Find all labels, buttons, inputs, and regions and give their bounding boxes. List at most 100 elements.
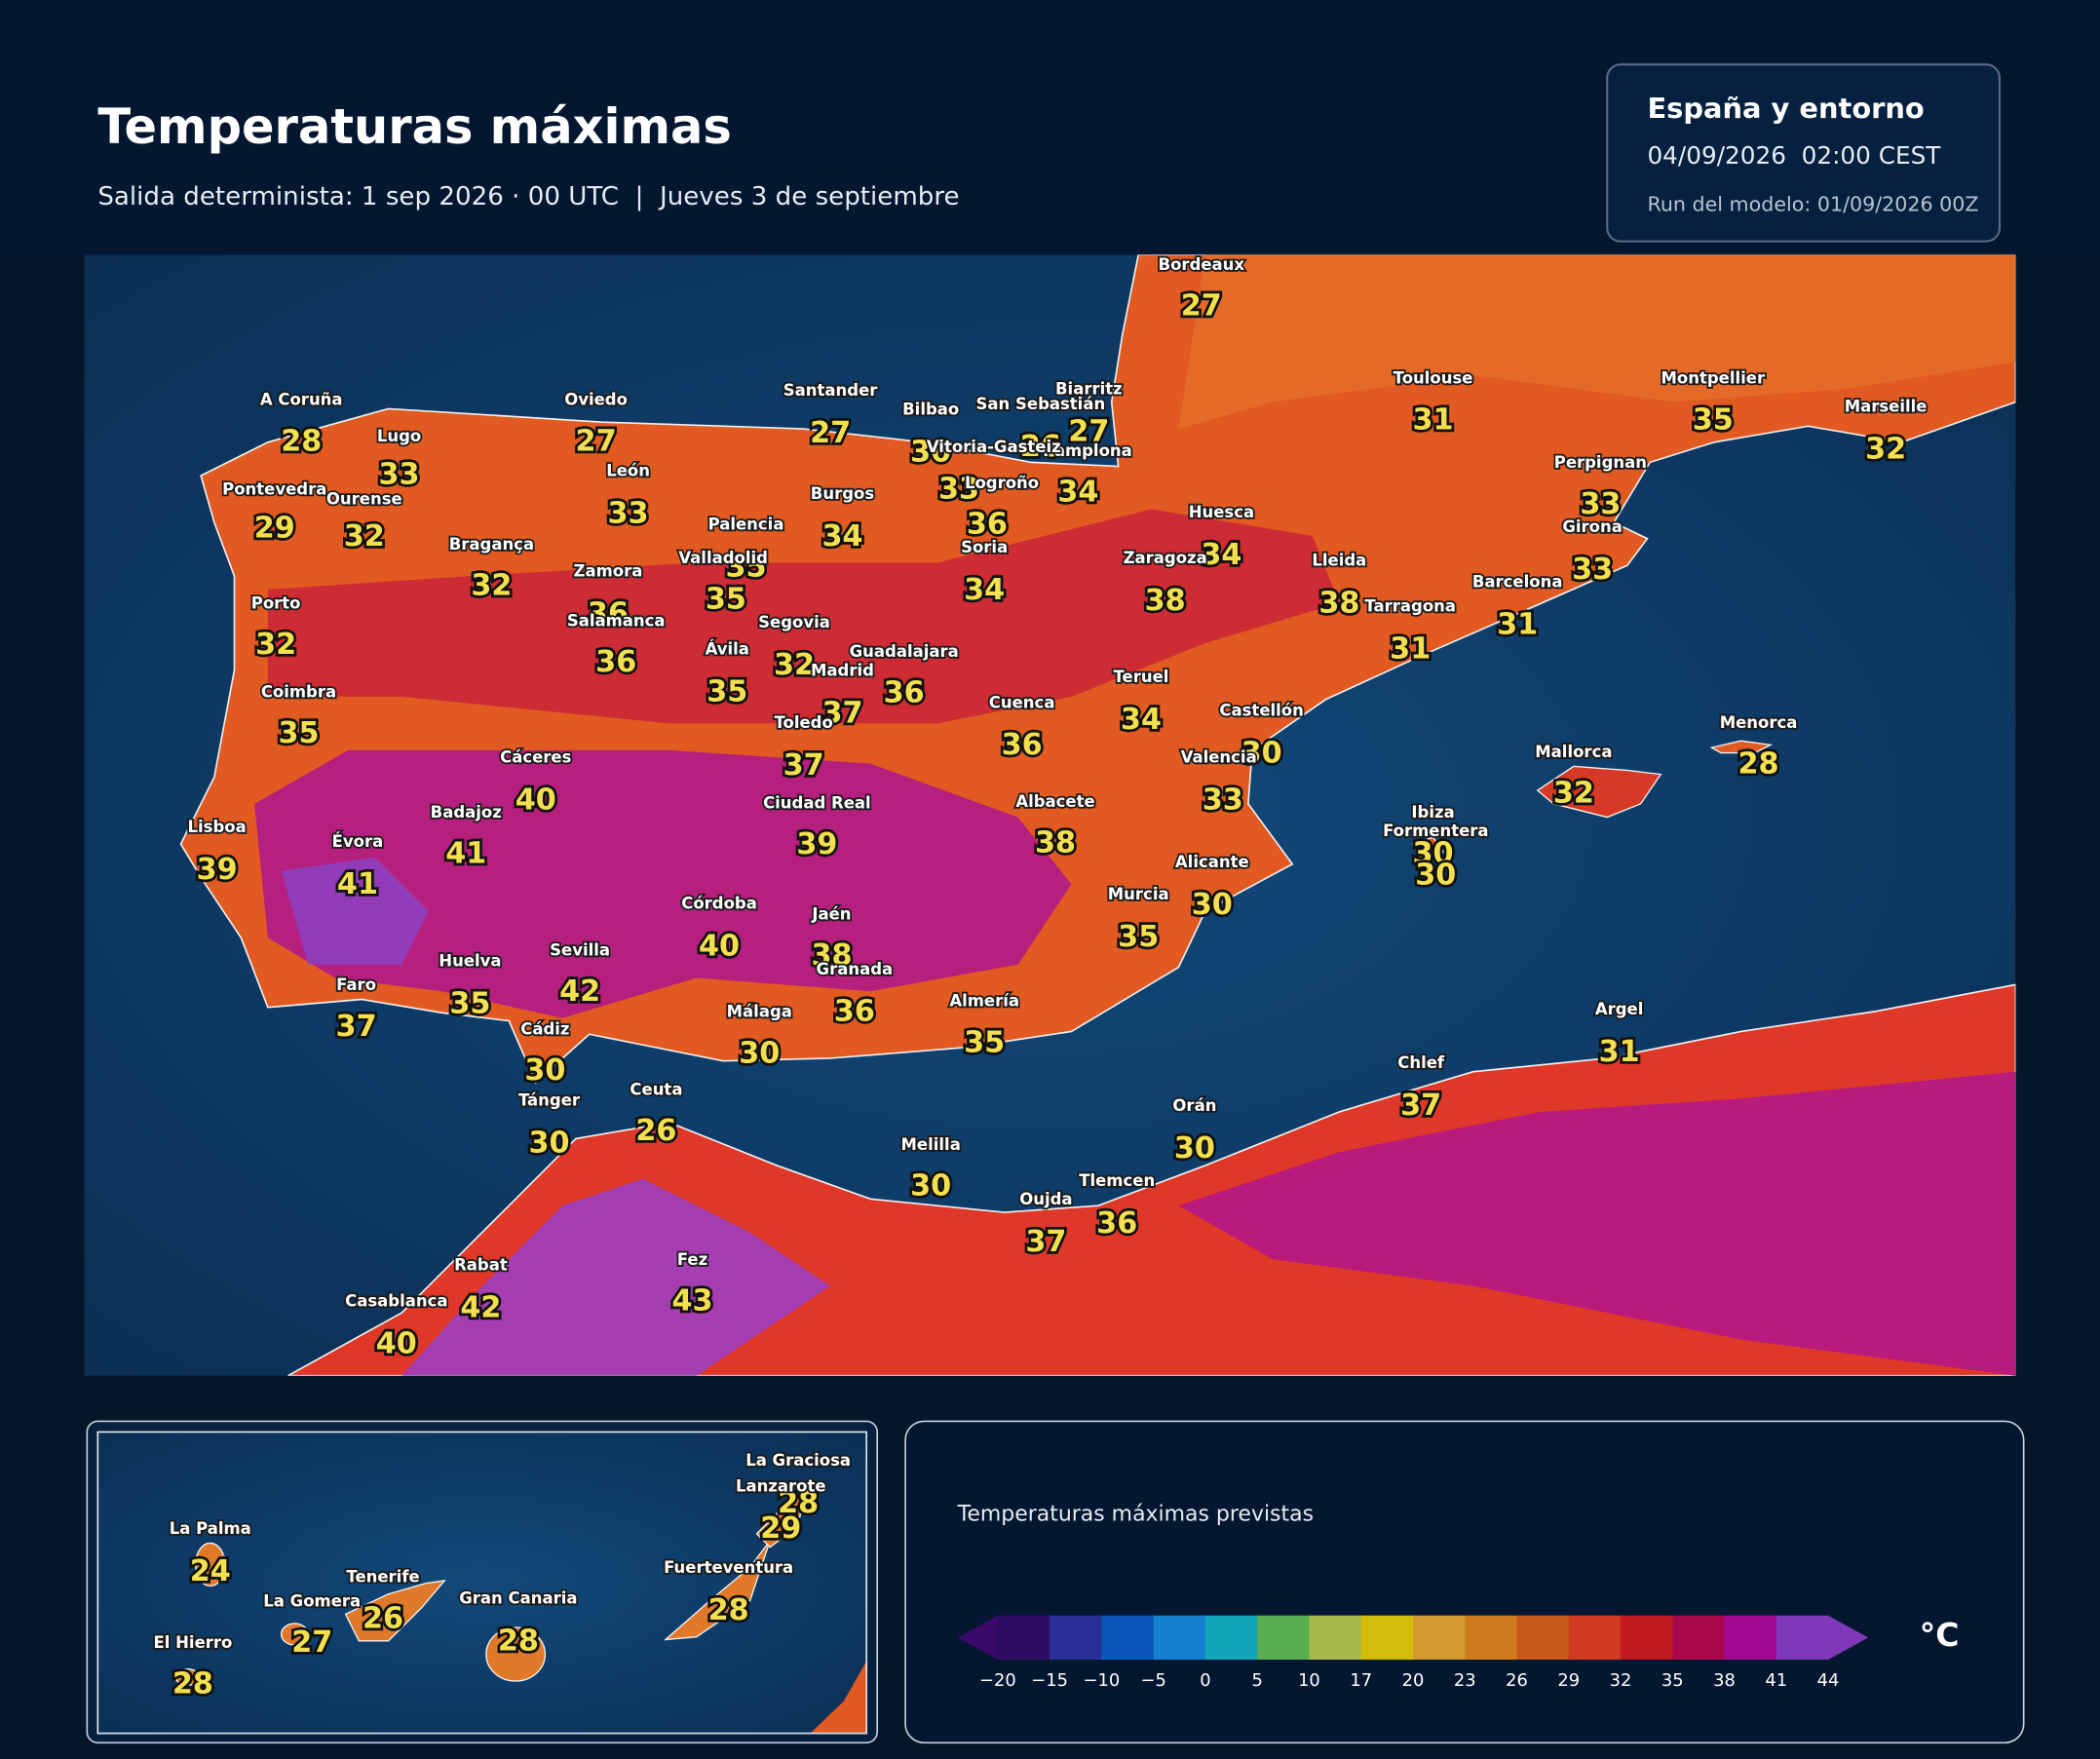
colorbar-tick-label: −10 bbox=[1084, 1670, 1121, 1691]
city-name: Cuenca bbox=[989, 693, 1055, 711]
city-value: 27 bbox=[1181, 288, 1222, 323]
colorbar-segment bbox=[1309, 1615, 1362, 1661]
city-name: Cádiz bbox=[520, 1020, 569, 1039]
city-value: 32 bbox=[255, 628, 296, 662]
colorbar-tick-label: −5 bbox=[1141, 1670, 1166, 1691]
title: Temperaturas máximas bbox=[97, 98, 732, 155]
city-name: Jaén bbox=[811, 904, 851, 923]
colorbar-tick-label: 17 bbox=[1350, 1670, 1372, 1691]
island-name: La Palma bbox=[170, 1519, 251, 1538]
city-value: 35 bbox=[1693, 402, 1734, 437]
colorbar-tick-label: 0 bbox=[1200, 1670, 1210, 1691]
city-value: 33 bbox=[938, 473, 979, 507]
city-value: 30 bbox=[1192, 888, 1233, 922]
island-tenerife bbox=[344, 1580, 446, 1642]
island-la-palma bbox=[194, 1542, 226, 1587]
city-value: 36 bbox=[967, 507, 1008, 541]
subtitle: Salida determinista: 1 sep 2026 · 00 UTC… bbox=[97, 182, 959, 211]
city-value: 30 bbox=[739, 1036, 780, 1070]
land-hot-band bbox=[267, 509, 1340, 724]
colorbar-tick-label: 10 bbox=[1298, 1670, 1320, 1691]
city-value: 36 bbox=[1002, 728, 1043, 762]
city-value: 35 bbox=[278, 716, 319, 750]
city-name: Barcelona bbox=[1472, 573, 1563, 592]
city-name: Oujda bbox=[1019, 1190, 1072, 1208]
colorbar-tick-label: 20 bbox=[1402, 1670, 1425, 1691]
island-value: 26 bbox=[363, 1601, 403, 1635]
city-value: 37 bbox=[1025, 1225, 1066, 1259]
city-name: Tánger bbox=[518, 1090, 581, 1109]
city-name: Montpellier bbox=[1661, 369, 1766, 388]
info-model-run: Run del modelo: 01/09/2026 00Z bbox=[1647, 193, 1978, 216]
city-value: 33 bbox=[379, 458, 420, 492]
city-name: León bbox=[606, 462, 650, 480]
info-box bbox=[1606, 63, 2001, 243]
city-value: 40 bbox=[376, 1327, 417, 1361]
city-value: 38 bbox=[1318, 587, 1359, 621]
city-value: 34 bbox=[964, 573, 1005, 607]
city-value: 36 bbox=[884, 676, 925, 710]
land-algeria-very-hot bbox=[1178, 1071, 2016, 1376]
city-name: Sevilla bbox=[550, 941, 610, 960]
city-value: 31 bbox=[1599, 1035, 1640, 1069]
island-value: 29 bbox=[760, 1511, 801, 1546]
city-value: 28 bbox=[281, 424, 322, 458]
city-name: Lugo bbox=[377, 427, 421, 445]
city-value: 27 bbox=[810, 416, 851, 450]
colorbar-segment bbox=[1775, 1615, 1829, 1661]
city-value: 32 bbox=[1553, 777, 1594, 811]
city-name: Cáceres bbox=[500, 748, 571, 767]
city-value: 30 bbox=[910, 1168, 951, 1203]
city-value: 37 bbox=[783, 748, 824, 783]
colorbar-segment bbox=[1204, 1615, 1258, 1661]
city-value: 37 bbox=[821, 696, 862, 730]
island-value: 28 bbox=[708, 1593, 749, 1627]
city-value: 32 bbox=[1865, 433, 1906, 467]
city-name: Coimbra bbox=[261, 682, 336, 701]
legend-panel bbox=[904, 1420, 2025, 1744]
city-name: Bilbao bbox=[902, 400, 959, 418]
city-name: Vitoria-Gasteiz bbox=[927, 438, 1061, 456]
island-name: Fuerteventura bbox=[664, 1558, 793, 1577]
city-value: 41 bbox=[445, 837, 486, 871]
city-name: Huesca bbox=[1189, 503, 1254, 521]
colorbar-tick-label: 35 bbox=[1661, 1670, 1684, 1691]
city-value: 27 bbox=[1068, 415, 1109, 449]
island-name: La Gomera bbox=[263, 1591, 361, 1610]
city-name: Albacete bbox=[1015, 792, 1094, 811]
island-lanzarote bbox=[755, 1492, 808, 1549]
island-value: 27 bbox=[291, 1625, 332, 1660]
colorbar-tick-label: −15 bbox=[1031, 1670, 1068, 1691]
city-value: 40 bbox=[515, 784, 556, 818]
city-value: 35 bbox=[964, 1025, 1005, 1059]
city-name: Menorca bbox=[1720, 713, 1798, 732]
city-name: Biarritz bbox=[1055, 380, 1123, 399]
city-value: 30 bbox=[1413, 837, 1454, 871]
city-name: Ibiza bbox=[1411, 803, 1454, 822]
city-value: 27 bbox=[576, 424, 617, 458]
city-name: Melilla bbox=[901, 1135, 961, 1154]
city-name: Tlemcen bbox=[1079, 1171, 1155, 1190]
colorbar-segment bbox=[1724, 1615, 1777, 1661]
city-name: Oviedo bbox=[564, 391, 628, 409]
city-name: Castellón bbox=[1219, 702, 1303, 720]
city-name: Almería bbox=[949, 992, 1019, 1011]
city-name: Granada bbox=[817, 960, 894, 978]
colorbar-tick-label: 29 bbox=[1557, 1670, 1580, 1691]
colorbar-tick-label: −20 bbox=[979, 1670, 1016, 1691]
city-value: 30 bbox=[910, 435, 951, 469]
city-value: 37 bbox=[336, 1010, 377, 1044]
island-name: La Graciosa bbox=[745, 1451, 851, 1470]
island-name: Lanzarote bbox=[736, 1476, 826, 1495]
colorbar: −20 −15 −10 −5 0 5 10 17 20 23 26 29 32 35 38 41 44 bbox=[957, 1615, 1869, 1691]
city-value: 42 bbox=[559, 975, 600, 1009]
city-name: San Sebastián bbox=[976, 395, 1106, 413]
island-name: Tenerife bbox=[346, 1568, 419, 1587]
city-value: 39 bbox=[796, 827, 837, 861]
city-value: 32 bbox=[774, 648, 815, 682]
city-value: 35 bbox=[706, 582, 746, 616]
city-name: Logroño bbox=[965, 474, 1039, 492]
labels: A Coruña 28 Lugo 33 Oviedo 27 Santander 27 Bilba… bbox=[152, 253, 1929, 1703]
city-name: Évora bbox=[332, 832, 384, 851]
